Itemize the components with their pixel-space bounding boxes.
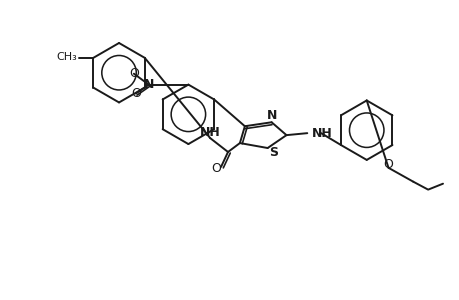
Text: O: O: [129, 67, 139, 80]
Text: NH: NH: [199, 126, 220, 139]
Text: O: O: [383, 158, 392, 171]
Text: NH: NH: [312, 127, 332, 140]
Text: S: S: [269, 146, 278, 160]
Text: CH₃: CH₃: [56, 52, 77, 62]
Text: O: O: [211, 162, 221, 175]
Text: N: N: [143, 78, 154, 91]
Text: O: O: [131, 87, 140, 100]
Text: N: N: [266, 109, 276, 122]
